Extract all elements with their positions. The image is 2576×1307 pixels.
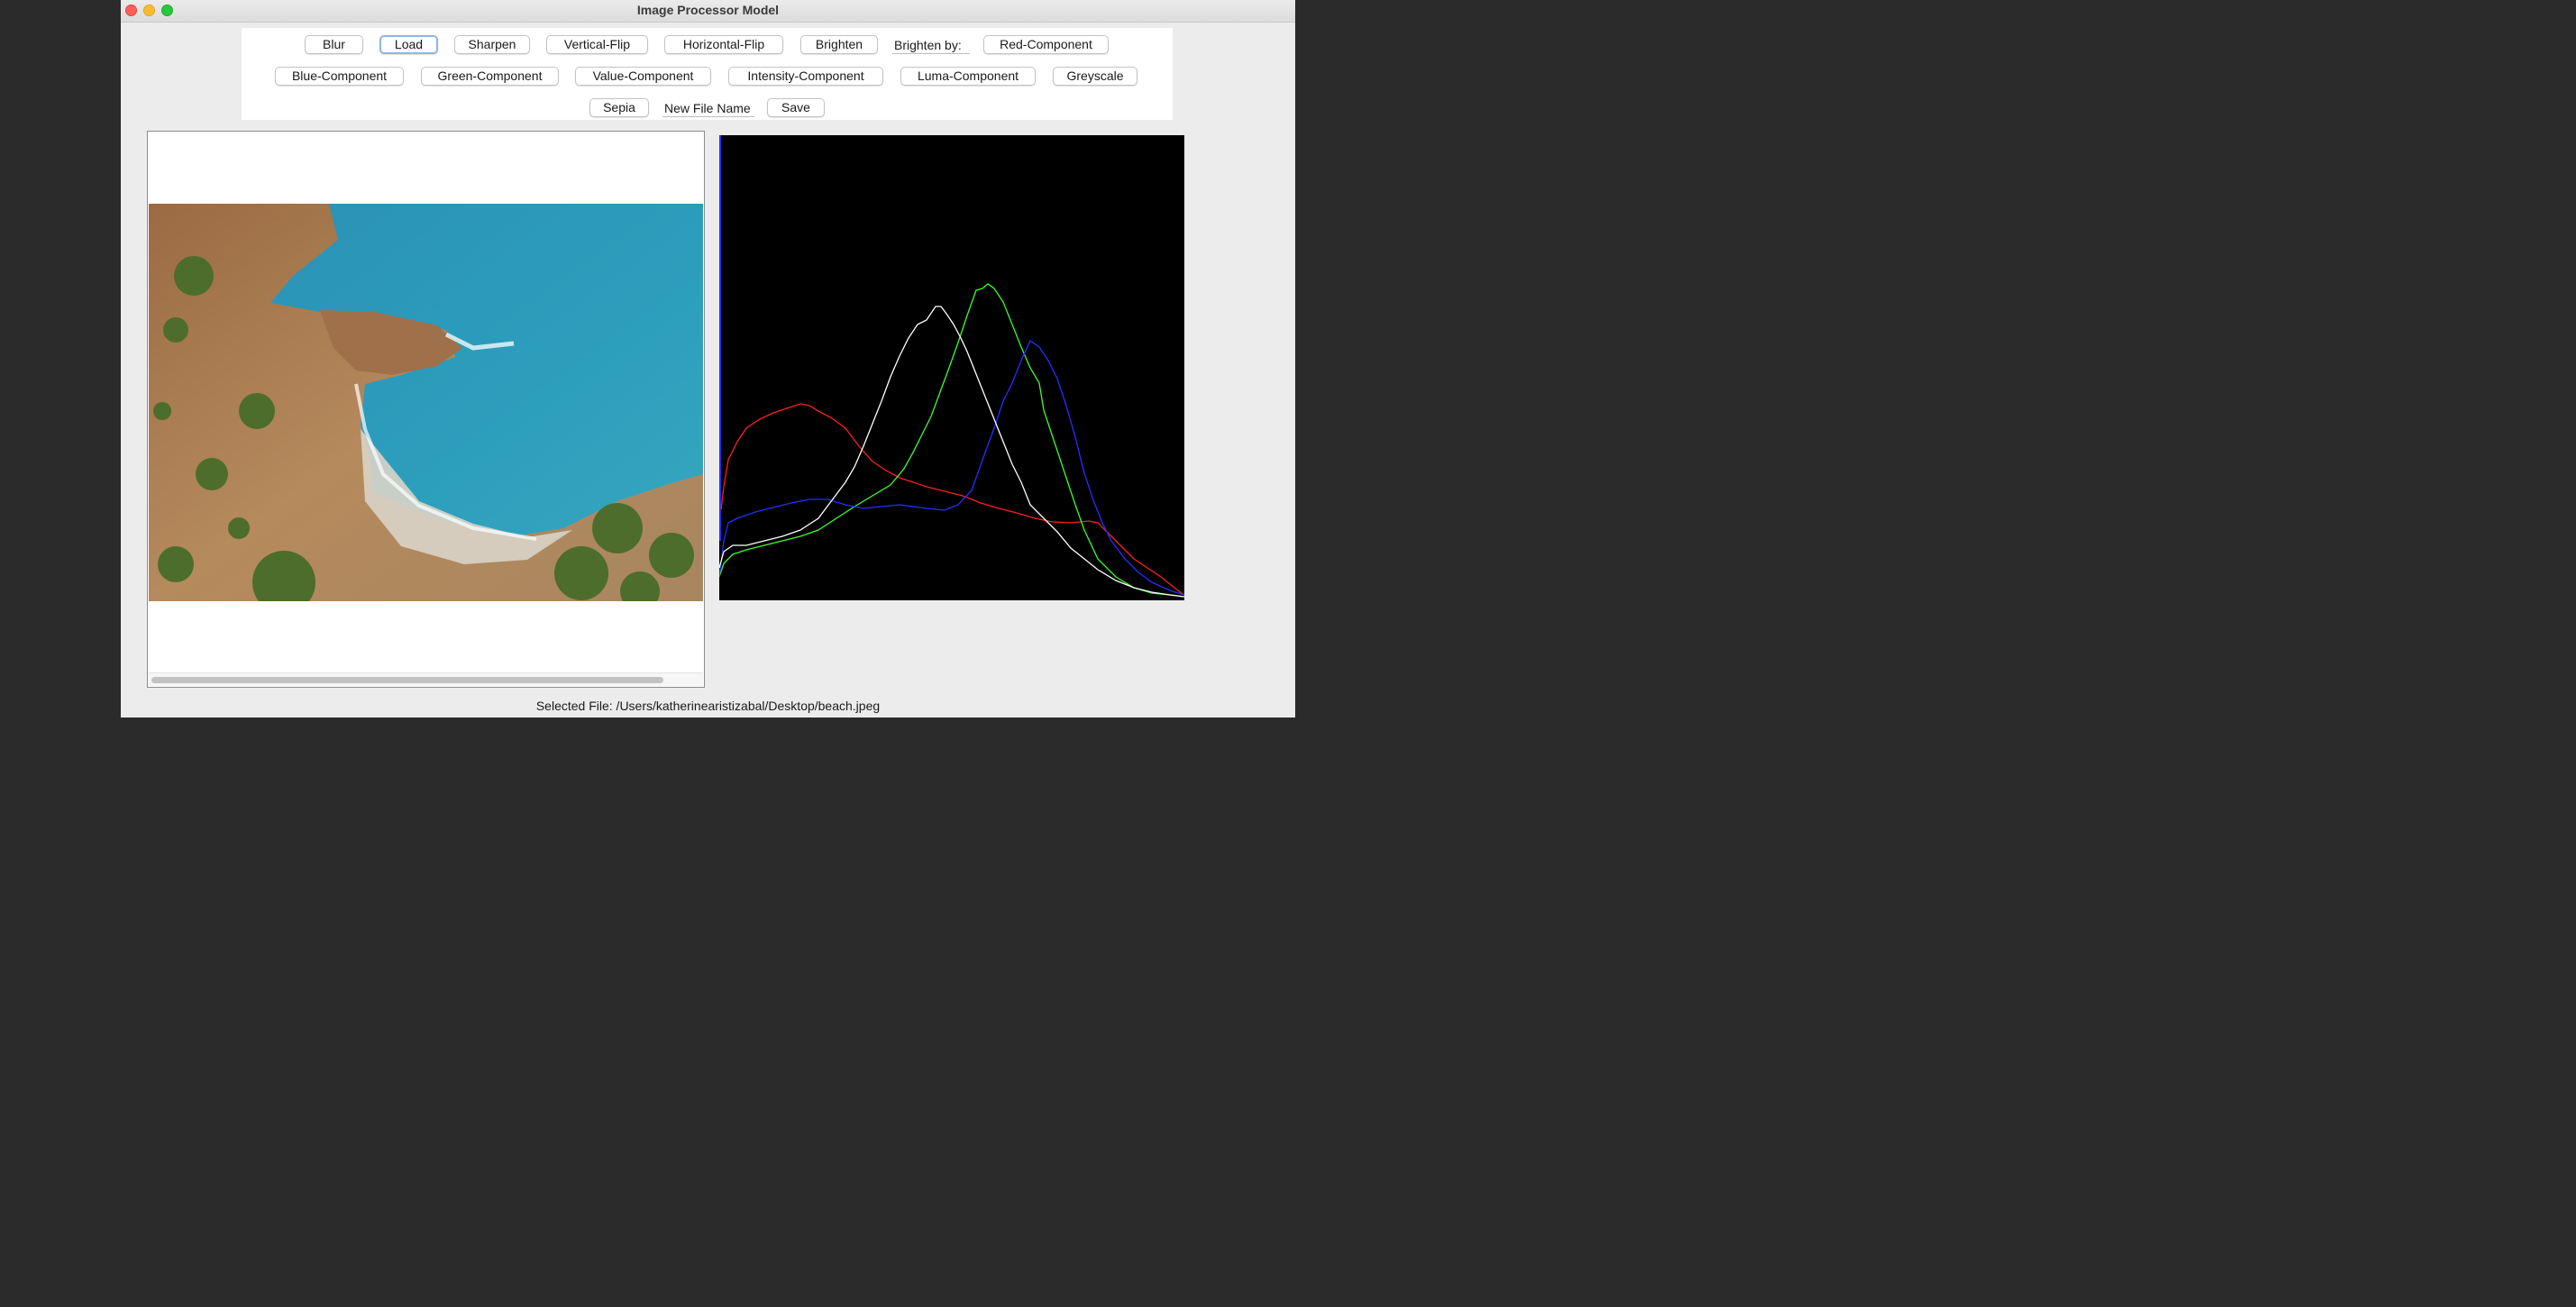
histogram-white-series [719,306,1184,598]
close-window-icon[interactable] [125,5,137,16]
load-button[interactable]: Load [379,35,438,54]
red-component-button[interactable]: Red-Component [983,35,1109,54]
maximize-window-icon[interactable] [161,5,173,16]
app-window: Image Processor Model Blur Load Sharpen … [121,0,1295,717]
green-component-button[interactable]: Green-Component [421,67,559,86]
save-button[interactable]: Save [767,98,825,117]
horizontal-flip-button[interactable]: Horizontal-Flip [664,35,783,54]
histogram-red-series [720,403,1184,596]
selected-file-status: Selected File: /Users/katherinearistizab… [535,699,881,713]
horizontal-scrollbar[interactable] [149,672,703,686]
minimize-window-icon[interactable] [143,5,155,16]
vertical-flip-button[interactable]: Vertical-Flip [546,35,648,54]
brighten-by-field[interactable]: Brighten by: [892,36,970,54]
histogram-panel [719,135,1184,600]
histogram-blue-series [719,340,1184,596]
value-component-button[interactable]: Value-Component [575,67,711,86]
image-viewer[interactable] [147,131,705,688]
brighten-button[interactable]: Brighten [800,35,878,54]
title-bar: Image Processor Model [121,0,1295,23]
new-file-name-field[interactable]: New File Name [662,99,754,117]
blur-button[interactable]: Blur [305,35,363,54]
histogram-green-series [719,283,1184,598]
beach-photo [149,204,703,601]
greyscale-button[interactable]: Greyscale [1053,67,1137,86]
luma-component-button[interactable]: Luma-Component [900,67,1036,86]
sepia-button[interactable]: Sepia [589,98,649,117]
scrollbar-thumb[interactable] [151,677,663,683]
toolbar: Blur Load Sharpen Vertical-Flip Horizont… [242,28,1173,120]
intensity-component-button[interactable]: Intensity-Component [728,67,883,86]
window-title: Image Processor Model [636,3,780,17]
sharpen-button[interactable]: Sharpen [454,35,530,54]
blue-component-button[interactable]: Blue-Component [275,67,404,86]
